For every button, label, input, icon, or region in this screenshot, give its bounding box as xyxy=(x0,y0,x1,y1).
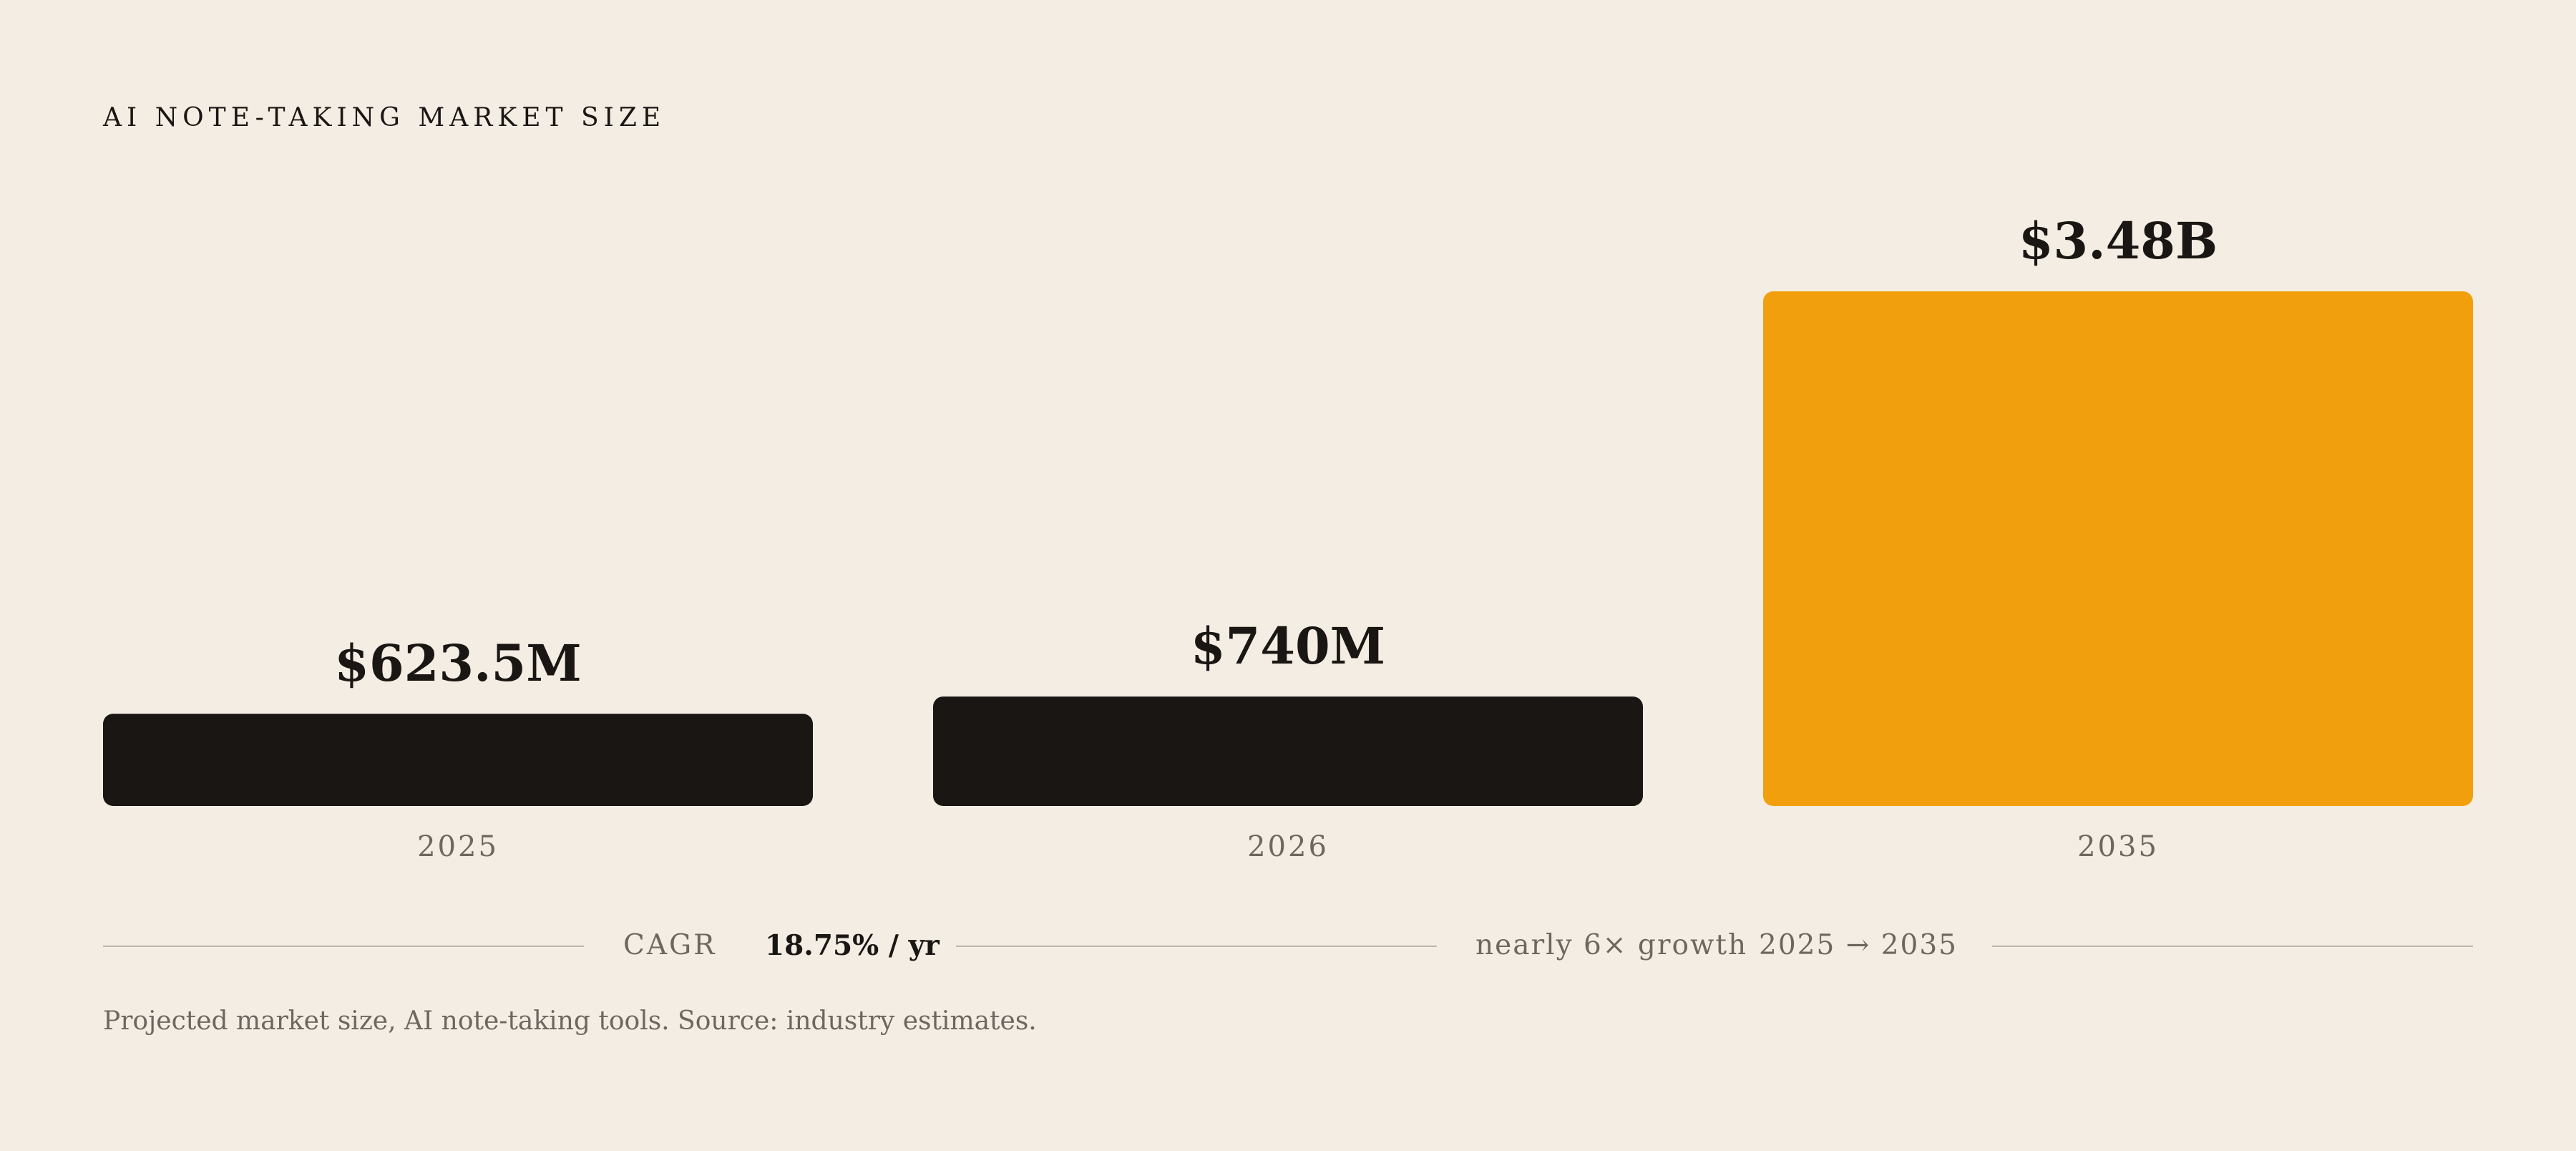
chart-title: AI NOTE-TAKING MARKET SIZE xyxy=(103,103,666,132)
bar-2025 xyxy=(103,714,813,806)
growth-range: 2025 → 2035 xyxy=(1759,929,1958,961)
data-label-2026: $740M xyxy=(1191,616,1385,676)
cagr-value: 18.75% / yr xyxy=(765,929,940,962)
bar-2026 xyxy=(933,696,1643,806)
cagr-label: CAGR xyxy=(623,929,717,961)
chart-caption: Projected market size, AI note-taking to… xyxy=(103,1006,1037,1036)
x-tick-label-2026: 2026 xyxy=(1247,830,1329,863)
x-tick-label-2035: 2035 xyxy=(2077,830,2159,863)
summary-rule-middle xyxy=(956,946,1437,947)
summary-rule-left xyxy=(103,946,584,947)
data-label-2035: $3.48B xyxy=(2019,211,2218,271)
data-label-2025: $623.5M xyxy=(334,633,581,693)
x-tick-label-2025: 2025 xyxy=(417,830,499,863)
summary-rule-right xyxy=(1992,946,2473,947)
growth-label: nearly 6× growth xyxy=(1475,929,1748,961)
bar-2035 xyxy=(1763,291,2473,806)
